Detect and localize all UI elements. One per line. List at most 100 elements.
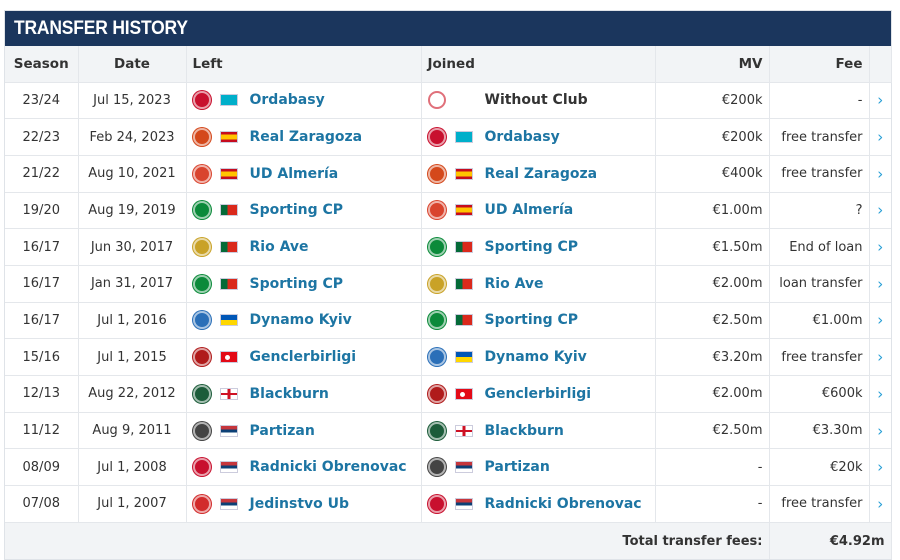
country-flag-icon (219, 94, 238, 107)
chevron-right-icon[interactable]: › (869, 228, 891, 266)
table-row: 16/17 Jan 31, 2017 Sporting CP Rio Ave €… (5, 265, 891, 303)
table-row: 19/20 Aug 19, 2019 Sporting CP UD Almerí… (5, 192, 891, 230)
left-club: Sporting CP (192, 274, 415, 293)
chevron-right-icon[interactable]: › (869, 82, 891, 120)
left-club-link[interactable]: Sporting CP (249, 275, 344, 292)
club-crest-icon[interactable] (427, 128, 446, 147)
date-cell: Jul 1, 2016 (78, 302, 187, 340)
country-flag-icon (454, 497, 473, 510)
left-club-link[interactable]: Jedinstvo Ub (249, 495, 350, 512)
club-crest-icon[interactable] (192, 274, 211, 293)
table-row: 16/17 Jun 30, 2017 Rio Ave Sporting CP €… (5, 228, 891, 266)
date-cell: Jul 15, 2023 (78, 82, 187, 120)
fee-cell: free transfer (769, 155, 870, 193)
chevron-right-icon[interactable]: › (869, 485, 891, 523)
left-club-link[interactable]: Dynamo Kyiv (249, 312, 352, 329)
fee-cell: loan transfer (769, 265, 870, 303)
club-crest-icon[interactable] (192, 348, 211, 367)
chevron-right-icon[interactable]: › (869, 155, 891, 193)
joined-club-cell: Ordabasy (421, 118, 656, 156)
club-crest-icon[interactable] (427, 421, 446, 440)
fee-cell: €3.30m (769, 412, 870, 450)
chevron-right-icon[interactable]: › (869, 192, 891, 230)
left-club-link[interactable]: Genclerbirligi (249, 349, 357, 366)
date-cell: Jun 30, 2017 (78, 228, 187, 266)
left-club: Sporting CP (192, 201, 415, 220)
club-crest-icon[interactable] (427, 201, 446, 220)
joined-club-link[interactable]: Blackburn (484, 422, 564, 439)
country-flag-icon (454, 204, 473, 217)
chevron-right-icon[interactable]: › (869, 412, 891, 450)
left-club-link[interactable]: Blackburn (249, 385, 329, 402)
left-club: Ordabasy (192, 91, 415, 110)
chevron-right-icon[interactable]: › (869, 448, 891, 487)
chevron-right-icon[interactable]: › (869, 302, 891, 340)
left-club-link[interactable]: UD Almería (249, 165, 339, 182)
table-row: 21/22 Aug 10, 2021 UD Almería Real Zarag… (5, 155, 891, 193)
column-header-season: Season (5, 46, 79, 83)
date-cell: Aug 9, 2011 (78, 412, 187, 450)
joined-club-link[interactable]: Partizan (484, 459, 550, 476)
club-crest-icon[interactable] (427, 458, 446, 477)
club-crest-icon[interactable] (192, 421, 211, 440)
joined-club-link[interactable]: Genclerbirligi (484, 385, 592, 402)
club-crest-icon[interactable] (192, 458, 211, 477)
table-row: 12/13 Aug 22, 2012 Blackburn Genclerbirl… (5, 375, 891, 413)
chevron-right-icon[interactable]: › (869, 338, 891, 376)
club-crest-icon[interactable] (192, 201, 211, 220)
left-club: Rio Ave (192, 238, 415, 257)
season-cell: 16/17 (5, 265, 79, 303)
club-crest-icon[interactable] (192, 164, 211, 183)
left-club-cell: Sporting CP (186, 192, 422, 230)
club-crest-icon[interactable] (427, 238, 446, 257)
left-club-link[interactable]: Radnicki Obrenovac (249, 459, 407, 476)
joined-club-link[interactable]: Dynamo Kyiv (484, 349, 587, 366)
joined-club-link[interactable]: Real Zaragoza (484, 165, 598, 182)
joined-club-link[interactable]: Radnicki Obrenovac (484, 495, 642, 512)
joined-club-link[interactable]: Sporting CP (484, 312, 579, 329)
joined-club: Sporting CP (427, 238, 649, 257)
market-value-cell: €2.50m (655, 302, 770, 340)
club-crest-icon[interactable] (192, 494, 211, 513)
chevron-right-icon[interactable]: › (869, 118, 891, 156)
club-crest-icon[interactable] (427, 348, 446, 367)
country-flag-icon (454, 314, 473, 327)
left-club-link[interactable]: Sporting CP (249, 202, 344, 219)
market-value-cell: €2.00m (655, 265, 770, 303)
left-club-link[interactable]: Real Zaragoza (249, 129, 363, 146)
left-club: Dynamo Kyiv (192, 311, 415, 330)
club-crest-icon[interactable] (427, 274, 446, 293)
club-crest-icon[interactable] (427, 494, 446, 513)
season-cell: 23/24 (5, 82, 79, 120)
club-crest-icon[interactable] (427, 311, 446, 330)
joined-club-link[interactable]: Sporting CP (484, 239, 579, 256)
club-crest-icon[interactable] (192, 91, 211, 110)
club-crest-icon[interactable] (192, 128, 211, 147)
club-crest-icon[interactable] (192, 384, 211, 403)
club-crest-icon[interactable] (427, 164, 446, 183)
market-value-cell: €3.20m (655, 338, 770, 376)
chevron-right-icon[interactable]: › (869, 375, 891, 413)
date-cell: Feb 24, 2023 (78, 118, 187, 156)
left-club-link[interactable]: Partizan (249, 422, 315, 439)
club-crest-icon[interactable] (427, 384, 446, 403)
joined-club-link[interactable]: Rio Ave (484, 275, 544, 292)
joined-club-link[interactable]: UD Almería (484, 202, 574, 219)
season-cell: 08/09 (5, 448, 79, 487)
country-flag-icon (454, 277, 473, 290)
club-crest-icon[interactable] (192, 238, 211, 257)
season-cell: 12/13 (5, 375, 79, 413)
fee-cell: ? (769, 192, 870, 230)
left-club-link[interactable]: Ordabasy (249, 92, 325, 109)
market-value-cell: - (655, 485, 770, 523)
joined-club-link[interactable]: Without Club (484, 92, 588, 109)
left-club-link[interactable]: Rio Ave (249, 239, 309, 256)
club-crest-icon[interactable] (427, 91, 446, 110)
total-row: Total transfer fees: €4.92m (5, 522, 892, 560)
market-value-cell: €2.50m (655, 412, 770, 450)
chevron-right-icon[interactable]: › (869, 265, 891, 303)
club-crest-icon[interactable] (192, 311, 211, 330)
left-club-cell: Real Zaragoza (186, 118, 422, 156)
joined-club-link[interactable]: Ordabasy (484, 129, 560, 146)
country-flag-icon (219, 497, 238, 510)
